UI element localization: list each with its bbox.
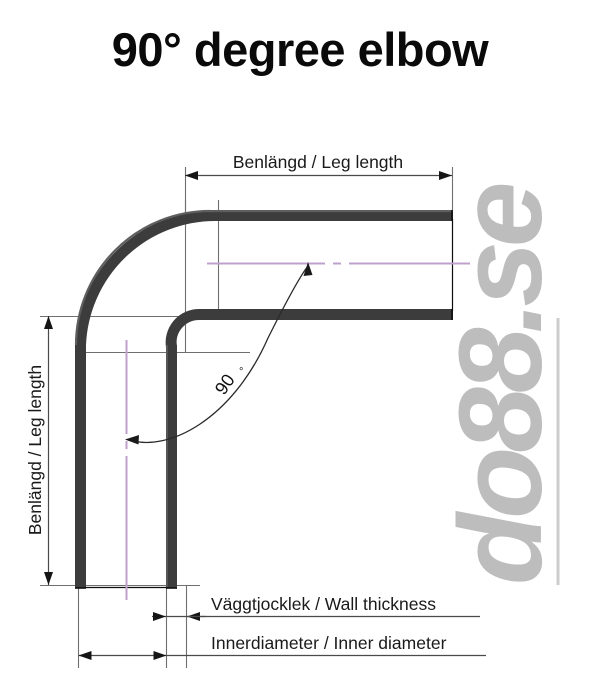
angle-arrowhead-lower (125, 435, 139, 445)
pipe-wall-outer-left (75, 345, 86, 588)
pipe-bend-outer (75, 209, 216, 350)
pipe-bend-inner (165, 308, 215, 350)
dimension-arrow-top-left (185, 171, 198, 180)
dimension-leg-length-vertical: Benlängd / Leg length (25, 316, 53, 585)
dimension-arrow-left-bottom (44, 572, 53, 585)
pipe-wall-inner-right (166, 345, 177, 588)
dimension-arrow-left-top (44, 316, 53, 329)
centerlines (125, 262, 470, 600)
angle-arrowhead-upper (303, 262, 313, 276)
angle-arc (129, 265, 309, 444)
dimension-arrow-wall-left (153, 612, 166, 621)
pipe-wall-outer-top (209, 210, 453, 221)
watermark-logo-text: do88.se (435, 184, 567, 585)
dimension-arrow-top-right (439, 171, 452, 180)
dimension-arrow-inner-left (78, 651, 92, 660)
pipe-wall-inner-bottom (209, 309, 453, 320)
dimension-label-leg-length-vertical: Benlängd / Leg length (25, 365, 45, 535)
pipe-highlight-bend (74, 209, 211, 346)
dimension-label-inner-diameter: Innerdiameter / Inner diameter (211, 633, 447, 653)
dimension-wall-thickness: Väggtjocklek / Wall thickness (152, 594, 480, 621)
dimension-leg-length-horizontal: Benlängd / Leg length (185, 152, 452, 180)
angle-value: 90 (211, 370, 239, 398)
dimension-inner-diameter: Innerdiameter / Inner diameter (78, 633, 486, 660)
watermark-logo: do88.se (435, 184, 567, 585)
page-title: 90° degree elbow (111, 23, 489, 76)
pipe-highlight-inner-right (166, 345, 168, 588)
extension-lines (40, 167, 454, 668)
angle-degree-symbol: ° (238, 365, 250, 375)
dimension-label-wall-thickness: Väggtjocklek / Wall thickness (211, 594, 436, 614)
dimension-arrow-inner-right (153, 651, 167, 660)
dimension-label-leg-length-horizontal: Benlängd / Leg length (233, 152, 403, 172)
elbow-pipe (74, 209, 454, 589)
pipe-end-outlines (75, 210, 454, 589)
pipe-highlight-top (209, 210, 453, 213)
